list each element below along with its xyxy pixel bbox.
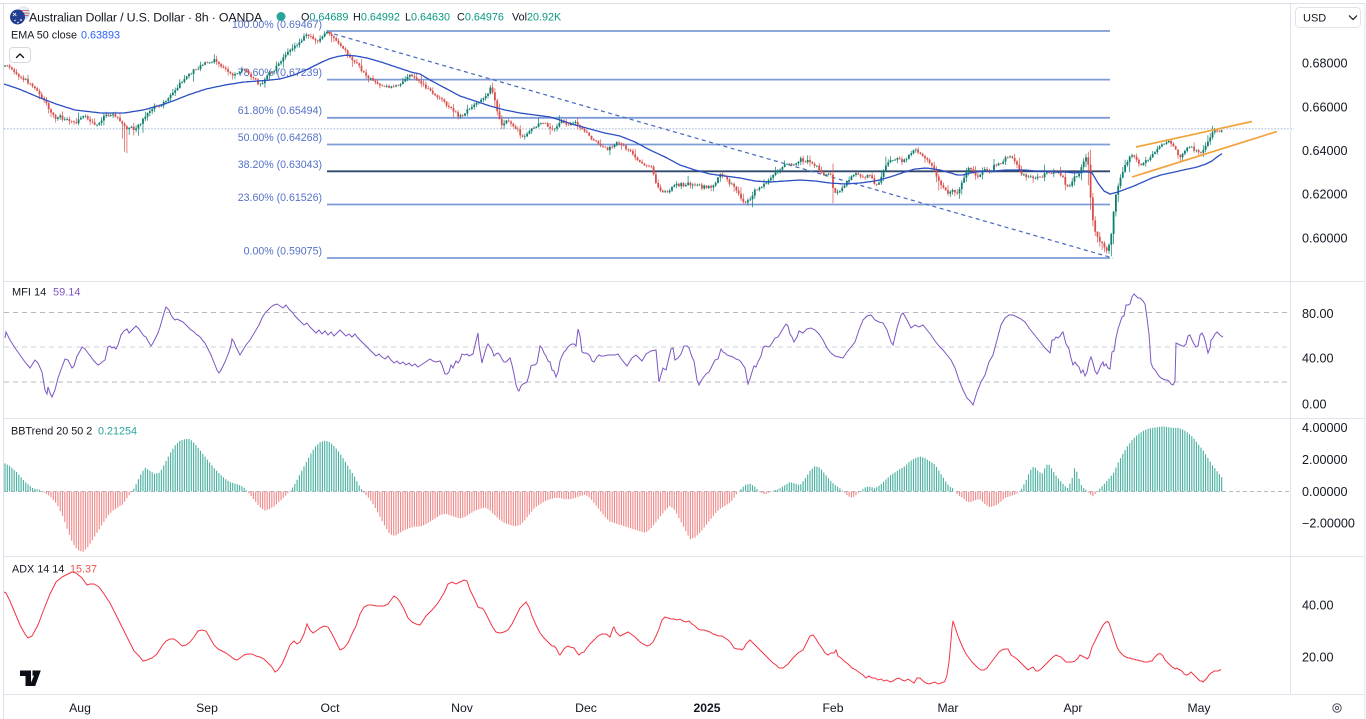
svg-text:Nov: Nov [451,701,474,715]
svg-text:−2.00000: −2.00000 [1302,517,1355,531]
svg-text:23.60% (0.61526): 23.60% (0.61526) [238,192,322,204]
svg-text:2.00000: 2.00000 [1302,453,1348,467]
svg-text:C0.64976: C0.64976 [457,12,504,24]
svg-text:Aug: Aug [69,701,91,715]
svg-text:0.63893: 0.63893 [81,30,120,42]
svg-text:15.37: 15.37 [70,564,97,576]
svg-text:4.00000: 4.00000 [1302,421,1348,435]
svg-text:USD: USD [1303,13,1326,25]
svg-text:50.00% (0.64268): 50.00% (0.64268) [238,132,322,144]
svg-text:Vol20.92K: Vol20.92K [512,12,562,24]
svg-text:0.00000: 0.00000 [1302,485,1348,499]
svg-text:Sep: Sep [196,701,218,715]
svg-text:40.00: 40.00 [1302,599,1334,613]
svg-text:MFI 14: MFI 14 [12,287,46,299]
svg-text:0.64000: 0.64000 [1302,144,1348,158]
svg-text:80.00: 80.00 [1302,307,1334,321]
svg-text:20.00: 20.00 [1302,651,1334,665]
svg-text:Apr: Apr [1064,701,1083,715]
svg-text:O0.64689: O0.64689 [301,12,348,24]
svg-text:May: May [1187,701,1211,715]
svg-text:Australian Dollar / U.S. Dolla: Australian Dollar / U.S. Dollar · 8h · O… [29,11,263,25]
svg-text:59.14: 59.14 [53,287,81,299]
svg-text:ADX 14 14: ADX 14 14 [12,564,64,576]
svg-text:38.20% (0.63043): 38.20% (0.63043) [238,159,322,171]
svg-text:Dec: Dec [575,701,597,715]
svg-text:Oct: Oct [321,701,341,715]
svg-text:0.21254: 0.21254 [98,426,137,438]
svg-text:0.00% (0.59075): 0.00% (0.59075) [244,246,322,258]
svg-text:0.60000: 0.60000 [1302,232,1348,246]
svg-text:0.62000: 0.62000 [1302,188,1348,202]
svg-text:0.00: 0.00 [1302,398,1327,412]
svg-text:Mar: Mar [938,701,959,715]
svg-text:L0.64630: L0.64630 [405,12,450,24]
svg-text:0.68000: 0.68000 [1302,57,1348,71]
svg-text:61.80% (0.65494): 61.80% (0.65494) [238,105,322,117]
svg-text:78.60% (0.67239): 78.60% (0.67239) [238,67,322,79]
svg-text:100.00% (0.69467): 100.00% (0.69467) [232,19,322,31]
svg-text:40.00: 40.00 [1302,352,1334,366]
svg-text:BBTrend 20 50 2: BBTrend 20 50 2 [11,426,92,438]
svg-text:H0.64992: H0.64992 [353,12,400,24]
svg-text:EMA 50 close: EMA 50 close [11,30,77,42]
svg-text:2025: 2025 [693,701,720,715]
svg-text:0.66000: 0.66000 [1302,101,1348,115]
svg-text:Feb: Feb [822,701,843,715]
